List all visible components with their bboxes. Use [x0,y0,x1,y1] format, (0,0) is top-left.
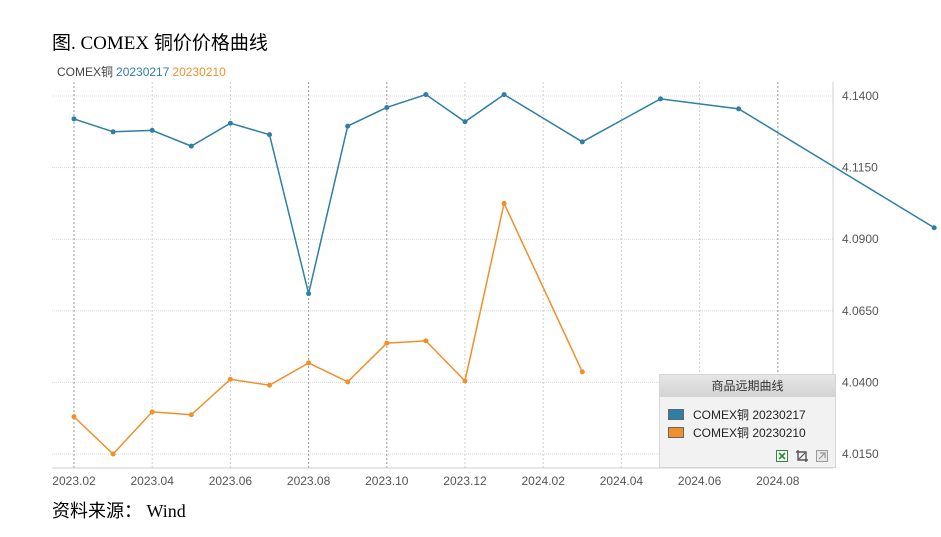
series-line-1[interactable] [73,201,583,456]
crop-icon[interactable] [795,449,809,463]
source-note: 资料来源： Wind [52,501,186,521]
legend-entry-0210[interactable]: 20230210 [172,65,226,79]
data-point[interactable] [71,116,77,122]
data-point[interactable] [227,120,233,126]
export-icon[interactable] [775,449,789,463]
data-point[interactable] [306,291,312,297]
x-tick-label: 2024.06 [678,474,722,488]
panel-row-label: COMEX铜 20230217 [693,407,806,422]
data-point[interactable] [71,414,77,420]
data-point[interactable] [931,225,937,231]
data-point[interactable] [345,123,351,129]
panel-row-label: COMEX铜 20230210 [693,425,806,440]
x-tick-label: 2023.06 [209,474,253,488]
data-point[interactable] [306,360,312,366]
data-point[interactable] [110,129,116,135]
data-point[interactable] [149,409,155,415]
x-tick-label: 2023.10 [365,474,409,488]
x-tick-label: 2024.02 [522,474,566,488]
data-point[interactable] [384,104,390,110]
data-point[interactable] [501,200,507,206]
y-tick-label: 4.0650 [842,304,879,318]
x-tick-label: 2023.08 [287,474,331,488]
forward-curve-panel: 商品远期曲线 COMEX铜 20230217 COMEX铜 20230210 [659,374,836,468]
data-point[interactable] [501,92,507,98]
panel-row-0210[interactable]: COMEX铜 20230210 [668,425,806,440]
data-point[interactable] [423,338,429,344]
y-tick-label: 4.0150 [842,447,879,461]
data-point[interactable] [579,369,585,375]
panel-title: 商品远期曲线 [660,375,835,397]
series-line-0[interactable] [73,93,935,294]
chart-legend: COMEX铜 20230217 20230210 [57,63,229,80]
series-swatch-0210 [668,426,684,438]
x-tick-label: 2024.04 [600,474,644,488]
data-point[interactable] [149,127,155,133]
y-tick-label: 4.0400 [842,375,879,389]
panel-row-0217[interactable]: COMEX铜 20230217 [668,407,806,422]
x-tick-label: 2024.08 [756,474,800,488]
data-point[interactable] [423,92,429,98]
y-tick-label: 4.1150 [842,161,878,175]
y-tick-label: 4.0900 [842,232,879,246]
y-tick-label: 4.1400 [842,89,879,103]
data-point[interactable] [345,379,351,385]
data-point[interactable] [658,96,663,102]
legend-entry-0217[interactable]: 20230217 [116,65,170,79]
panel-toolbar [775,449,829,463]
legend-name: COMEX铜 [57,65,114,79]
data-point[interactable] [267,132,272,138]
data-point[interactable] [110,451,116,457]
data-point[interactable] [462,378,468,384]
data-point[interactable] [267,382,272,388]
data-point[interactable] [188,412,194,418]
figure-title: 图. COMEX 铜价价格曲线 [52,33,268,54]
x-tick-label: 2023.12 [443,474,487,488]
collapse-icon[interactable] [815,449,829,463]
data-point[interactable] [188,143,194,149]
x-tick-label: 2023.02 [52,474,96,488]
data-point[interactable] [462,119,468,125]
data-point[interactable] [736,106,742,112]
data-point[interactable] [579,139,585,145]
data-point[interactable] [227,376,233,382]
series-swatch-0217 [668,408,684,420]
data-point[interactable] [384,340,390,346]
x-tick-label: 2023.04 [131,474,175,488]
